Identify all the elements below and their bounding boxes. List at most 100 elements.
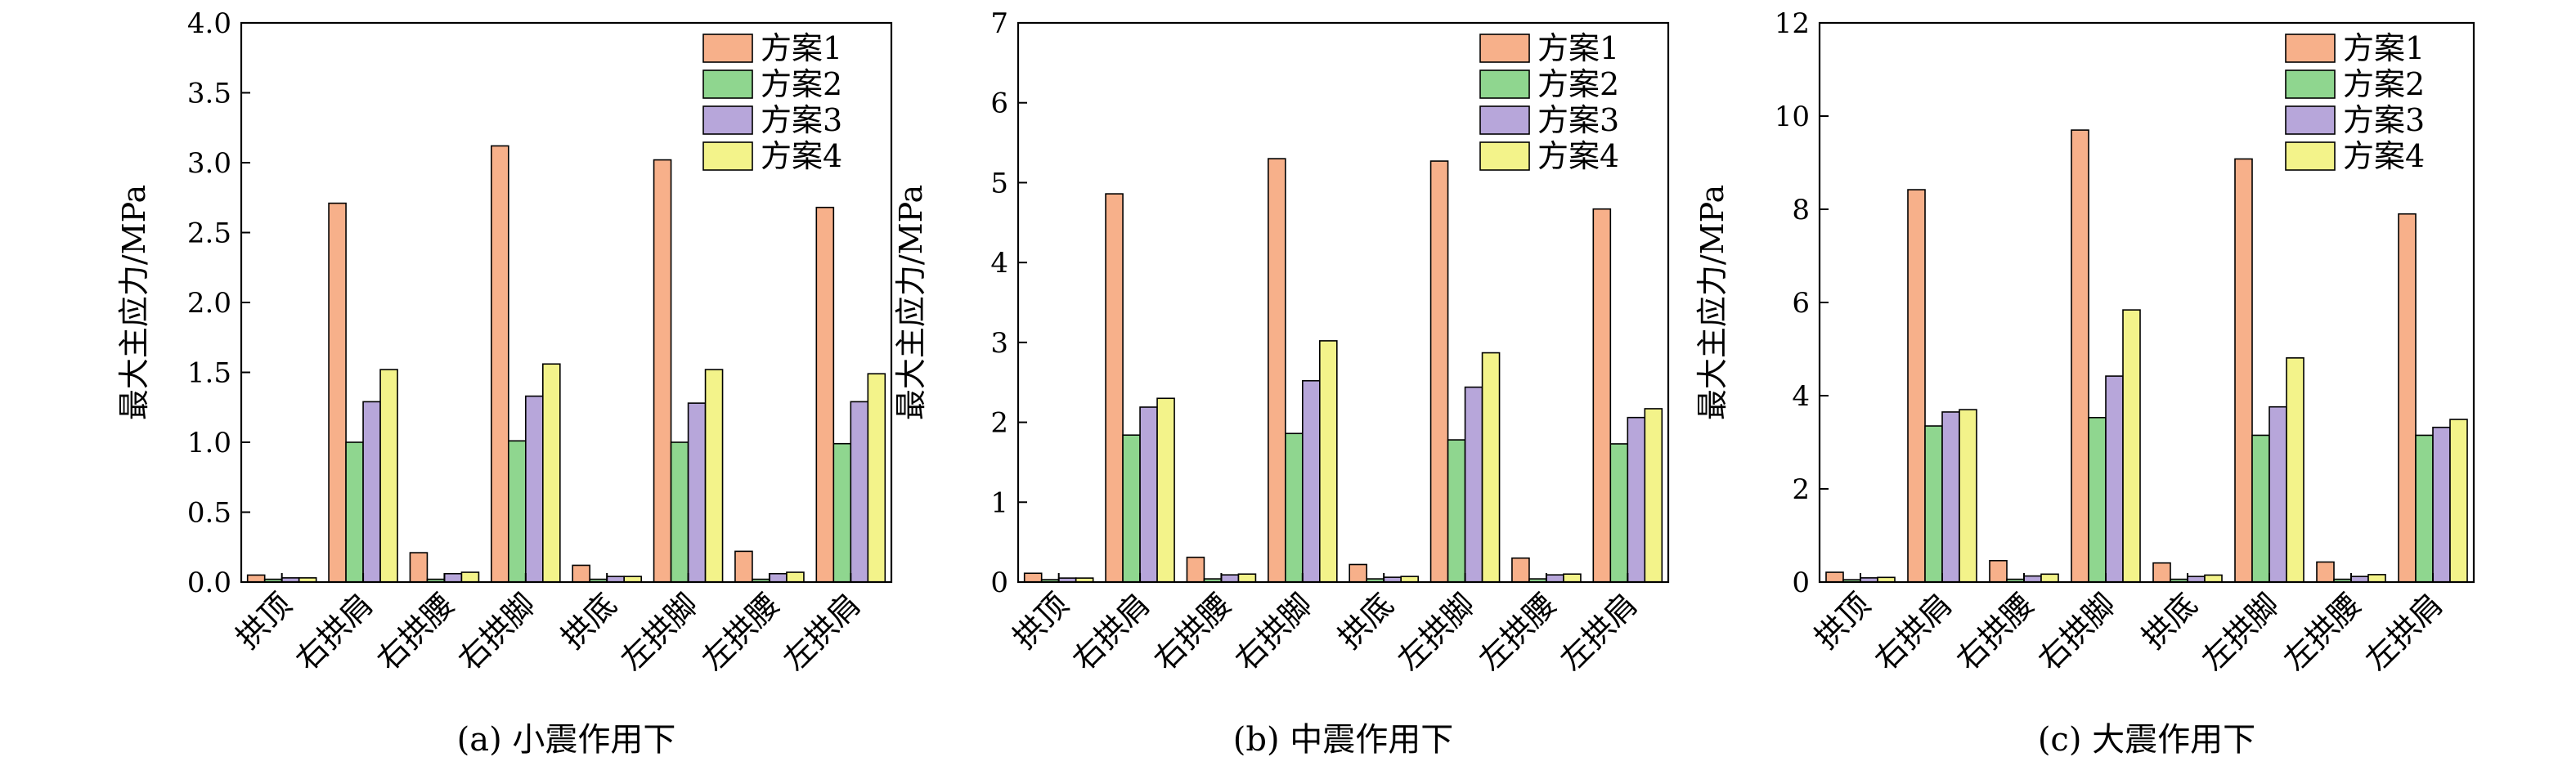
legend-label-2: 方案2 xyxy=(1537,66,1619,102)
bar-3-2 xyxy=(1941,411,1960,583)
legend-swatch-1 xyxy=(1479,34,1530,63)
bar-4-4 xyxy=(1319,340,1338,583)
bar-1-4 xyxy=(2071,129,2089,583)
y-tick-label: 0.0 xyxy=(187,567,231,599)
legend-swatch-3 xyxy=(1479,105,1530,135)
y-tick-label: 12 xyxy=(1775,7,1810,40)
x-tick-label: 右拱脚 xyxy=(1227,586,1319,678)
legend-label-3: 方案3 xyxy=(1537,102,1619,138)
bar-3-2 xyxy=(1139,406,1158,583)
y-tick-label: 5 xyxy=(990,167,1008,199)
bar-4-8 xyxy=(2449,419,2468,583)
x-tick-label: 左拱脚 xyxy=(1390,586,1482,678)
x-tick-label: 右拱腰 xyxy=(1147,586,1238,678)
y-tick-label: 4.0 xyxy=(187,7,231,40)
bar-4-5 xyxy=(2204,574,2223,583)
bar-3-8 xyxy=(2432,426,2451,583)
bar-1-4 xyxy=(491,145,509,583)
bar-4-4 xyxy=(542,363,561,583)
bar-1-7 xyxy=(1511,557,1530,583)
y-tick-label: 1.0 xyxy=(187,427,231,459)
x-tick-label: 拱底 xyxy=(554,586,624,656)
bar-3-4 xyxy=(525,395,544,583)
bar-4-2 xyxy=(379,369,398,583)
y-tick-label: 8 xyxy=(1792,194,1810,226)
y-tick-label: 7 xyxy=(990,7,1008,40)
y-tick-label: 3 xyxy=(990,327,1008,360)
bar-4-3 xyxy=(1237,573,1257,583)
bar-3-7 xyxy=(1546,574,1564,583)
bar-3-4 xyxy=(1302,379,1321,583)
x-tick-label: 左拱腰 xyxy=(1472,586,1564,678)
x-tick-label: 左拱肩 xyxy=(2358,586,2450,678)
y-tick-label: 2.5 xyxy=(187,217,231,250)
panel-caption: (b) 中震作用下 xyxy=(1233,721,1454,759)
x-tick-label: 左拱腰 xyxy=(2277,586,2368,678)
x-tick-label: 拱底 xyxy=(2135,586,2205,656)
bar-4-7 xyxy=(2367,574,2386,583)
bar-1-6 xyxy=(2234,158,2253,583)
plot-frame xyxy=(240,21,893,584)
bar-2-4 xyxy=(1285,432,1304,583)
y-tick-label: 0.5 xyxy=(187,497,231,530)
bar-4-7 xyxy=(1563,573,1582,583)
bar-1-2 xyxy=(1907,189,1926,583)
bar-3-4 xyxy=(2105,375,2124,583)
x-tick-label: 右拱腰 xyxy=(370,586,461,678)
y-tick-label: 3.5 xyxy=(187,78,231,110)
bar-1-8 xyxy=(2398,213,2417,583)
legend-label-1: 方案1 xyxy=(761,30,842,66)
bar-3-7 xyxy=(769,572,788,583)
y-tick-label: 0 xyxy=(990,567,1008,599)
y-tick-label: 4 xyxy=(990,247,1008,280)
bar-2-4 xyxy=(2088,416,2107,583)
x-tick-label: 左拱腰 xyxy=(695,586,787,678)
y-axis-label: 最大主应力/MPa xyxy=(893,185,929,420)
bar-1-3 xyxy=(409,552,429,583)
bar-3-3 xyxy=(1220,574,1240,583)
bar-3-3 xyxy=(2023,575,2042,583)
legend-label-3: 方案3 xyxy=(761,102,842,138)
x-tick-label: 右拱肩 xyxy=(289,586,380,678)
legend-swatch-2 xyxy=(1479,69,1530,99)
bar-4-3 xyxy=(460,571,480,583)
bar-2-4 xyxy=(508,440,527,583)
legend-label-4: 方案4 xyxy=(2343,138,2425,174)
y-tick-label: 3.0 xyxy=(187,147,231,180)
legend-swatch-4 xyxy=(702,141,753,171)
legend-label-4: 方案4 xyxy=(1537,138,1619,174)
x-tick-label: 左拱脚 xyxy=(613,586,705,678)
bar-2-8 xyxy=(2415,434,2434,583)
bar-1-2 xyxy=(1105,193,1124,583)
legend-swatch-3 xyxy=(702,105,753,135)
legend-swatch-1 xyxy=(2285,34,2336,63)
y-axis-label: 最大主应力/MPa xyxy=(1694,185,1730,420)
y-tick-label: 6 xyxy=(990,87,1008,120)
x-tick-label: 拱底 xyxy=(1331,586,1401,656)
bar-1-1 xyxy=(1023,572,1043,583)
bar-4-6 xyxy=(2286,357,2304,583)
legend-label-3: 方案3 xyxy=(2343,102,2425,138)
bar-1-3 xyxy=(1989,559,2008,583)
y-tick-label: 2 xyxy=(1792,473,1810,506)
legend-swatch-1 xyxy=(702,34,753,63)
bar-2-2 xyxy=(1924,425,1943,583)
bar-2-8 xyxy=(832,442,852,583)
x-tick-label: 左拱肩 xyxy=(776,586,868,678)
x-tick-label: 右拱腰 xyxy=(1950,586,2041,678)
y-tick-label: 1 xyxy=(990,486,1008,519)
x-tick-label: 右拱肩 xyxy=(1868,586,1959,678)
bar-4-6 xyxy=(1481,352,1501,583)
bar-3-8 xyxy=(1627,416,1646,583)
y-tick-label: 10 xyxy=(1775,101,1810,133)
y-tick-label: 2.0 xyxy=(187,287,231,320)
bar-2-8 xyxy=(1609,443,1629,583)
bar-2-2 xyxy=(345,441,364,583)
legend-label-2: 方案2 xyxy=(761,66,842,102)
bar-4-6 xyxy=(704,369,724,583)
bar-4-3 xyxy=(2040,573,2059,583)
bar-3-6 xyxy=(1464,386,1483,583)
